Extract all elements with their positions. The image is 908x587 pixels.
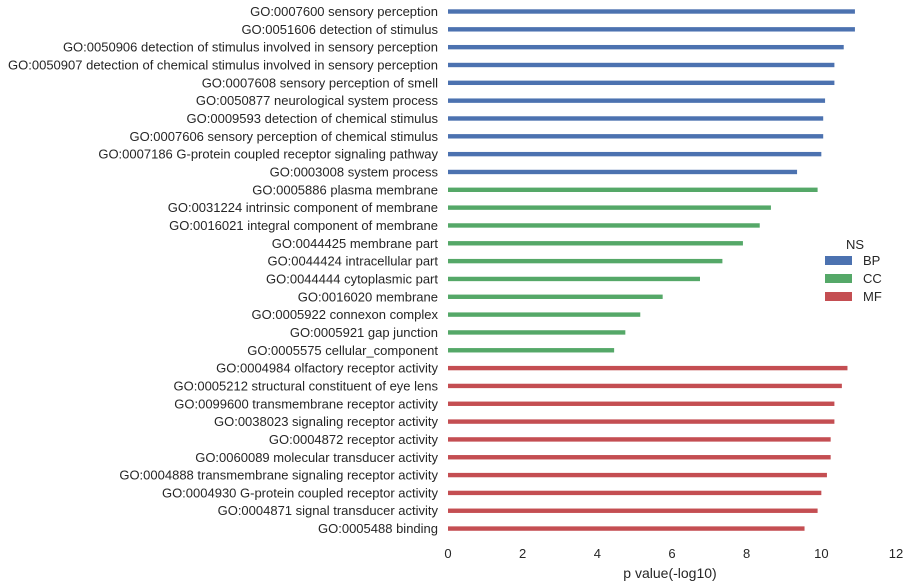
category-label: GO:0016020 membrane: [298, 289, 438, 304]
x-tick-label: 12: [889, 546, 903, 561]
category-label: GO:0005212 structural constituent of eye…: [174, 378, 439, 393]
category-label: GO:0044444 cytoplasmic part: [266, 271, 438, 286]
category-label: GO:0060089 molecular transducer activity: [195, 450, 438, 465]
bar: [448, 526, 805, 531]
bar: [448, 508, 818, 513]
bar: [448, 9, 855, 14]
category-label: GO:0009593 detection of chemical stimulu…: [187, 111, 439, 126]
category-label: GO:0004888 transmembrane signaling recep…: [119, 468, 438, 483]
legend-label: BP: [863, 253, 880, 268]
bar: [448, 116, 824, 121]
category-label: GO:0004930 G-protein coupled receptor ac…: [162, 485, 439, 500]
category-label: GO:0007606 sensory perception of chemica…: [129, 129, 438, 144]
x-axis-ticks: 0 2 4 6 8 10 12: [444, 546, 903, 561]
bar: [448, 27, 855, 32]
bar: [448, 419, 835, 424]
category-label: GO:0005921 gap junction: [290, 325, 438, 340]
legend-label: MF: [863, 289, 882, 304]
category-label: GO:0051606 detection of stimulus: [241, 22, 438, 37]
bar: [448, 187, 818, 192]
category-label: GO:0050877 neurological system process: [196, 93, 439, 108]
category-label: GO:0099600 transmembrane receptor activi…: [174, 396, 438, 411]
bar: [448, 223, 760, 228]
category-labels: GO:0007600 sensory perception GO:0051606 …: [8, 4, 438, 536]
category-label: GO:0007600 sensory perception: [250, 4, 438, 19]
category-label: GO:0007608 sensory perception of smell: [202, 75, 438, 90]
bar: [448, 134, 824, 139]
bar: [448, 169, 798, 175]
category-label: GO:0038023 signaling receptor activity: [214, 414, 439, 429]
bar: [448, 80, 835, 86]
bar: [448, 348, 615, 353]
x-tick-label: 10: [814, 546, 828, 561]
bar: [448, 276, 700, 282]
category-label: GO:0044425 membrane part: [272, 236, 439, 251]
x-tick-label: 0: [444, 546, 451, 561]
legend-title: NS: [846, 237, 864, 252]
bar: [448, 98, 826, 103]
category-label: GO:0005922 connexon complex: [252, 307, 439, 322]
bar: [448, 44, 844, 50]
x-axis-title: p value(-log10): [623, 565, 716, 581]
bar: [448, 312, 641, 317]
category-label: GO:0005886 plasma membrane: [252, 182, 438, 197]
category-label: GO:0003008 system process: [270, 164, 439, 179]
category-label: GO:0004984 olfactory receptor activity: [216, 361, 438, 376]
x-tick-label: 6: [668, 546, 675, 561]
bar: [448, 472, 827, 478]
bar: [448, 258, 723, 264]
bar: [448, 401, 835, 406]
legend-label: CC: [863, 271, 882, 286]
bars-layer: [448, 9, 855, 531]
legend-swatch: [825, 274, 852, 283]
bar: [448, 241, 743, 246]
category-label: GO:0005488 binding: [318, 521, 438, 536]
category-label: GO:0050907 detection of chemical stimulu…: [8, 57, 438, 72]
bar: [448, 205, 771, 210]
bar: [448, 437, 831, 442]
category-label: GO:0031224 intrinsic component of membra…: [168, 200, 438, 215]
category-label: GO:0004871 signal transducer activity: [218, 503, 439, 518]
category-label: GO:0005575 cellular_component: [247, 343, 438, 358]
category-label: GO:0016021 integral component of membran…: [169, 218, 438, 233]
bar: [448, 490, 822, 496]
category-label: GO:0004872 receptor activity: [269, 432, 439, 447]
bar: [448, 62, 835, 68]
category-label: GO:0044424 intracellular part: [267, 254, 438, 269]
x-tick-label: 4: [594, 546, 601, 561]
category-label: GO:0007186 G-protein coupled receptor si…: [98, 147, 438, 162]
bar: [448, 151, 822, 157]
legend-swatch: [825, 292, 852, 301]
bar: [448, 365, 848, 371]
bar: [448, 294, 663, 299]
bar: [448, 383, 842, 389]
category-label: GO:0050906 detection of stimulus involve…: [63, 40, 438, 55]
legend-swatch: [825, 256, 852, 265]
bar: [448, 455, 831, 460]
bar: [448, 330, 626, 335]
x-tick-label: 2: [519, 546, 526, 561]
legend: NS BP CC MF: [825, 237, 882, 304]
x-tick-label: 8: [743, 546, 750, 561]
